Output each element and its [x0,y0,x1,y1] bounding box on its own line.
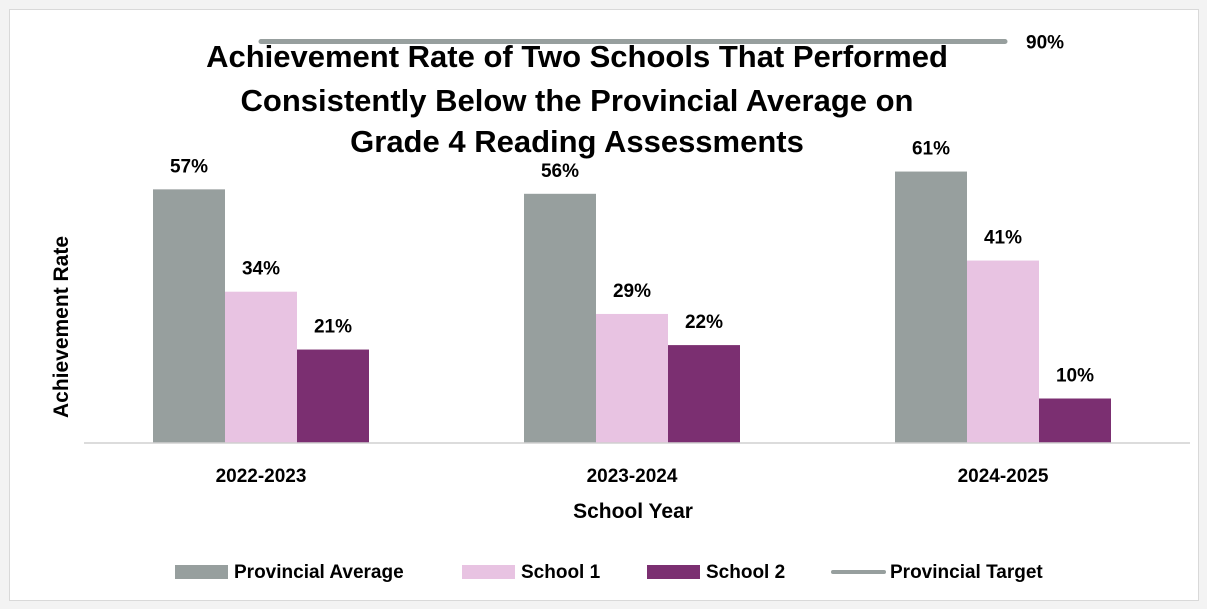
data-label-school-2-2022-2023: 21% [314,317,352,338]
legend-swatch-provincial-average [175,565,228,579]
data-label-provincial-average-2022-2023: 57% [170,156,208,177]
chart: Achievement Rate of Two Schools That Per… [50,33,1190,583]
bar-school-1-2023-2024 [596,313,668,443]
bar-school-1-2024-2025 [967,260,1039,443]
bar-school-2-2023-2024 [668,345,740,443]
x-tick-label-2023-2024: 2023-2024 [587,466,678,487]
legend-label-provincial-average: Provincial Average [234,562,404,583]
bar-provincial-average-2022-2023 [153,189,225,443]
chart-title: Achievement Rate of Two Schools That Per… [206,39,948,159]
data-label-provincial-average-2024-2025: 61% [912,139,950,160]
data-label-school-2-2023-2024: 22% [685,312,723,333]
data-label-school-1-2024-2025: 41% [984,228,1022,249]
x-tick-label-2024-2025: 2024-2025 [958,466,1049,487]
x-tick-label-2022-2023: 2022-2023 [216,466,307,487]
data-label-school-1-2022-2023: 34% [242,259,280,280]
bar-provincial-average-2024-2025 [895,171,967,444]
provincial-target-label: 90% [1026,33,1064,54]
legend: Provincial Average School 1 School 2 Provin… [175,562,1043,583]
bar-provincial-average-2023-2024 [524,193,596,443]
plot-area: 57% 56% 61% 34% 29% 41% 21% 22% 10% 2022-2023 2023… [153,33,1111,487]
x-axis-title: School Year [573,500,693,523]
chart-title-line-1: Achievement Rate of Two Schools That Per… [206,39,948,74]
legend-swatch-school-2 [647,565,700,579]
data-label-school-1-2023-2024: 29% [613,281,651,302]
chart-frame: Achievement Rate of Two Schools That Per… [9,9,1199,601]
bar-school-2-2024-2025 [1039,398,1111,443]
bar-school-1-2022-2023 [225,291,297,443]
legend-swatch-school-1 [462,565,515,579]
legend-label-provincial-target: Provincial Target [890,562,1043,583]
chart-title-line-2: Consistently Below the Provincial Averag… [241,83,914,118]
y-axis-title: Achievement Rate [50,236,73,418]
chart-title-line-3: Grade 4 Reading Assessments [350,124,804,159]
data-label-provincial-average-2023-2024: 56% [541,161,579,182]
data-label-school-2-2024-2025: 10% [1056,366,1094,387]
legend-label-school-2: School 2 [706,562,785,583]
bar-school-2-2022-2023 [297,349,369,443]
legend-label-school-1: School 1 [521,562,601,583]
